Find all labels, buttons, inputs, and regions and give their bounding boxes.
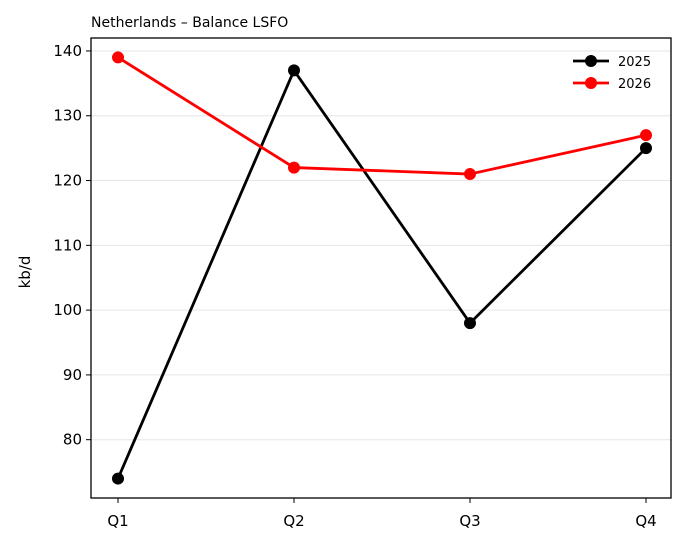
y-tick-label: 140 — [53, 42, 82, 60]
y-tick-label: 80 — [63, 431, 82, 449]
series-line-2025 — [116, 68, 647, 480]
data-point-2026-Q4 — [640, 129, 652, 142]
plot-area-frame — [90, 37, 672, 499]
data-point-2025-Q1 — [112, 472, 124, 485]
x-tick-label: Q2 — [283, 512, 304, 530]
y-tick-label: 120 — [53, 172, 82, 190]
data-point-2026-Q1 — [112, 51, 124, 64]
legend-label: 2026 — [618, 77, 651, 92]
gridlines — [91, 50, 671, 441]
data-point-2026-Q2 — [288, 161, 300, 174]
series-lines — [112, 51, 652, 485]
x-tick-label: Q4 — [635, 512, 656, 530]
data-point-2025-Q3 — [464, 317, 476, 330]
x-tick-label: Q1 — [107, 512, 128, 530]
y-axis-label: kb/d — [16, 256, 34, 289]
legend-swatch-marker — [585, 55, 597, 67]
legend-label: 2025 — [618, 55, 651, 70]
y-tick-label: 90 — [63, 366, 82, 384]
y-axis-ticks: 80 90 100 110 120 130 140 — [53, 42, 91, 449]
data-point-2025-Q4 — [640, 142, 652, 155]
x-tick-label: Q3 — [459, 512, 480, 530]
legend: 2025 2026 — [573, 55, 651, 92]
y-tick-label: 110 — [53, 236, 82, 254]
y-tick-label: 100 — [53, 301, 82, 319]
data-point-2025-Q2 — [288, 64, 300, 77]
legend-swatch-marker — [585, 77, 597, 89]
data-point-2026-Q3 — [464, 168, 476, 181]
series-line-2026 — [117, 56, 647, 176]
y-tick-label: 130 — [53, 107, 82, 125]
x-axis-ticks: Q1 Q2 Q3 Q4 — [107, 498, 657, 530]
chart-title: Netherlands – Balance LSFO — [91, 15, 288, 31]
